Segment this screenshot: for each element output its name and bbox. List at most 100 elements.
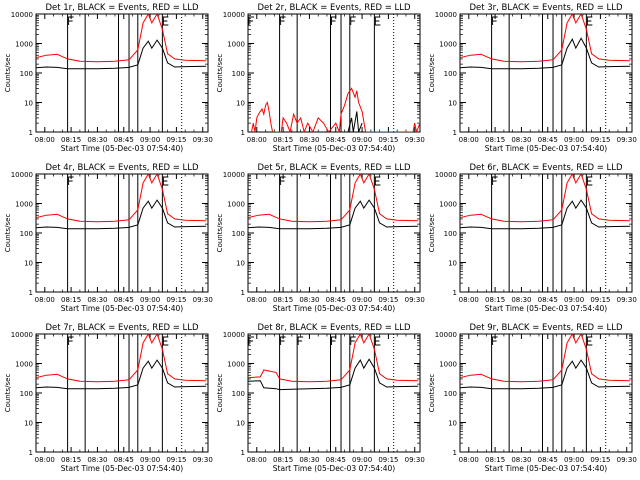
x-tick-label: 08:15 <box>61 296 81 304</box>
series-lld-line <box>36 334 207 383</box>
detector-panel: Det 4r, BLACK = Events, RED = LLD 1 10 100 1… <box>4 163 213 313</box>
x-tick-label: 08:00 <box>459 296 479 304</box>
x-tick-label: 09:30 <box>193 456 213 464</box>
y-tick-label: 10 <box>24 100 33 108</box>
x-tick-label: 08:45 <box>114 296 134 304</box>
f-flag-glyph <box>68 16 74 25</box>
e-flag-glyph <box>586 16 593 26</box>
f-flag-glyph <box>68 176 74 185</box>
x-tick-label: 08:30 <box>511 136 531 144</box>
series-lld-line <box>460 14 631 63</box>
x-axis-label: Start Time (05-Dec-03 07:54:40) <box>273 144 395 153</box>
y-tick-label: 10000 <box>11 171 33 179</box>
x-tick-label: 08:45 <box>538 136 558 144</box>
x-tick-label: 09:30 <box>193 136 213 144</box>
y-tick-label: 10000 <box>223 331 245 339</box>
x-tick-label: 09:15 <box>590 296 610 304</box>
x-axis-label: Start Time (05-Dec-03 07:54:40) <box>61 464 183 473</box>
f-flag-glyph <box>350 16 356 25</box>
f-flag-glyph <box>280 176 286 185</box>
panel-title: Det 6r, BLACK = Events, RED = LLD <box>469 163 623 173</box>
y-tick-label: 1 <box>29 289 33 297</box>
y-tick-label: 100 <box>444 230 457 238</box>
x-tick-label: 08:00 <box>35 456 55 464</box>
series-events-line <box>347 111 363 132</box>
x-tick-label: 09:15 <box>590 456 610 464</box>
series-events-line <box>460 199 631 230</box>
y-tick-label: 10 <box>24 260 33 268</box>
f-flag-glyph <box>280 336 286 345</box>
y-tick-label: 10000 <box>435 11 457 19</box>
y-tick-label: 1 <box>453 129 457 137</box>
x-tick-label: 08:45 <box>326 136 346 144</box>
y-tick-label: 10 <box>236 260 245 268</box>
x-tick-label: 08:00 <box>35 296 55 304</box>
y-tick-label: 1 <box>453 449 457 457</box>
y-axis-label: Counts/sec <box>4 374 12 413</box>
x-tick-label: 08:15 <box>485 136 505 144</box>
x-tick-label: 09:00 <box>564 136 584 144</box>
x-tick-label: 08:15 <box>485 296 505 304</box>
series-lld-line <box>251 87 420 132</box>
x-tick-label: 08:30 <box>299 296 319 304</box>
x-tick-label: 08:00 <box>459 136 479 144</box>
x-axis-label: Start Time (05-Dec-03 07:54:40) <box>485 464 607 473</box>
x-tick-label: 09:15 <box>166 136 186 144</box>
series-lld-line <box>36 174 207 223</box>
x-tick-label: 08:15 <box>485 456 505 464</box>
plot-frame <box>35 173 209 293</box>
series-lld-line <box>460 334 631 383</box>
y-tick-label: 10000 <box>435 171 457 179</box>
panel-title: Det 2r, BLACK = Events, RED = LLD <box>257 3 411 13</box>
x-tick-label: 08:00 <box>247 296 267 304</box>
y-tick-label: 1000 <box>439 361 457 369</box>
detector-panel: Det 3r, BLACK = Events, RED = LLD 1 10 100 1… <box>428 3 637 153</box>
plot-frame <box>247 173 421 293</box>
y-axis-label: Counts/sec <box>428 54 436 93</box>
x-tick-label: 09:30 <box>405 456 425 464</box>
x-tick-label: 08:45 <box>326 456 346 464</box>
panel-title: Det 4r, BLACK = Events, RED = LLD <box>45 163 199 173</box>
x-axis-label: Start Time (05-Dec-03 07:54:40) <box>485 144 607 153</box>
detector-panel: Det 2r, BLACK = Events, RED = LLD 1 10 100 1… <box>216 3 425 153</box>
panel-title: Det 8r, BLACK = Events, RED = LLD <box>257 323 411 333</box>
x-tick-label: 09:00 <box>352 296 372 304</box>
x-tick-label: 09:30 <box>405 136 425 144</box>
f-flag-glyph <box>350 336 356 345</box>
y-tick-label: 1000 <box>439 41 457 49</box>
x-axis-label: Start Time (05-Dec-03 07:54:40) <box>273 464 395 473</box>
f-flag-glyph <box>492 16 498 25</box>
y-tick-label: 10000 <box>11 11 33 19</box>
f-flag-glyph <box>248 16 254 25</box>
x-axis-label: Start Time (05-Dec-03 07:54:40) <box>273 304 395 313</box>
y-tick-label: 1000 <box>439 201 457 209</box>
series-lld-line <box>248 174 419 223</box>
series-events-line <box>248 358 419 391</box>
y-tick-label: 10000 <box>435 331 457 339</box>
y-tick-label: 1000 <box>227 41 245 49</box>
y-tick-label: 10000 <box>223 171 245 179</box>
x-tick-label: 08:30 <box>511 296 531 304</box>
series-events-line <box>36 359 207 390</box>
detector-panel: Det 5r, BLACK = Events, RED = LLD 1 10 100 1… <box>216 163 425 313</box>
panel-title: Det 3r, BLACK = Events, RED = LLD <box>469 3 623 13</box>
y-tick-label: 1000 <box>227 361 245 369</box>
y-tick-label: 1000 <box>15 361 33 369</box>
x-axis-label: Start Time (05-Dec-03 07:54:40) <box>485 304 607 313</box>
y-axis-label: Counts/sec <box>4 54 12 93</box>
f-flag-glyph <box>68 336 74 345</box>
y-axis-label: Counts/sec <box>216 214 224 253</box>
x-tick-label: 09:15 <box>378 456 398 464</box>
panel-title: Det 5r, BLACK = Events, RED = LLD <box>257 163 411 173</box>
x-tick-label: 08:15 <box>273 136 293 144</box>
panel-title: Det 9r, BLACK = Events, RED = LLD <box>469 323 623 333</box>
y-tick-label: 10 <box>24 420 33 428</box>
x-tick-label: 08:00 <box>247 136 267 144</box>
detector-panel: Det 1r, BLACK = Events, RED = LLD 1 10 100 1… <box>4 3 213 153</box>
y-axis-label: Counts/sec <box>216 374 224 413</box>
y-tick-label: 100 <box>444 70 457 78</box>
series-lld-line <box>36 14 207 63</box>
x-tick-label: 09:00 <box>140 136 160 144</box>
e-flag-glyph <box>374 336 381 346</box>
